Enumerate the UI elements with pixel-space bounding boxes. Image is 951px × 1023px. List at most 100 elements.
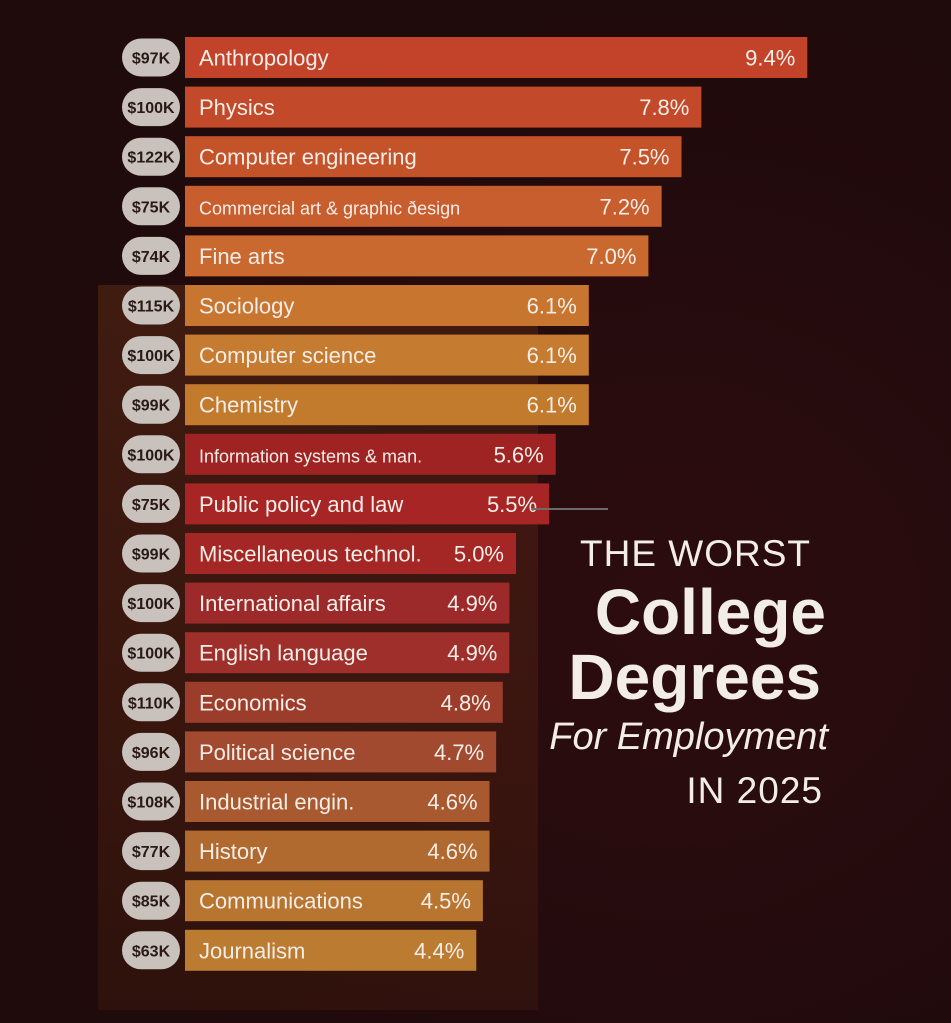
- salary-badge: [122, 832, 180, 871]
- value-label: 5.6%: [494, 442, 544, 467]
- bar: [185, 285, 589, 326]
- value-label: 4.8%: [441, 690, 491, 715]
- category-label: Computer science: [199, 343, 376, 368]
- salary-label: $100K: [127, 100, 175, 117]
- bar: [185, 929, 477, 971]
- salary-badge: [122, 732, 180, 771]
- value-label: 6.1%: [527, 343, 577, 368]
- category-label: Anthropology: [199, 46, 329, 71]
- salary-badge: [122, 385, 180, 424]
- category-label: Information systems & man.: [199, 446, 422, 466]
- salary-label: $100K: [127, 596, 175, 613]
- value-label: 4.4%: [414, 938, 464, 963]
- salary-badge: [122, 187, 180, 226]
- bar: [185, 235, 649, 277]
- salary-label: $108K: [127, 795, 175, 812]
- category-label: International affairs: [199, 591, 386, 616]
- salary-label: $122K: [127, 150, 175, 167]
- salary-badge: [122, 881, 180, 920]
- bar: [185, 880, 483, 922]
- salary-badge: [122, 683, 180, 722]
- bar: [185, 37, 808, 78]
- bar: [185, 632, 510, 674]
- bar: [185, 384, 589, 426]
- bar: [185, 136, 682, 178]
- bar: [185, 483, 550, 525]
- value-label: 7.0%: [586, 244, 636, 269]
- salary-label: $99K: [132, 398, 171, 415]
- salary-badge: [122, 236, 180, 275]
- category-label: Computer engineering: [199, 145, 417, 170]
- category-label: Industrial engin.: [199, 790, 354, 815]
- salary-label: $97K: [132, 51, 171, 68]
- title-line-1: THE WORST: [580, 533, 811, 574]
- bar: [185, 433, 556, 475]
- title-rule: [532, 508, 608, 510]
- bar: [185, 582, 510, 624]
- salary-label: $96K: [132, 745, 171, 762]
- category-label: Public policy and law: [199, 492, 403, 517]
- title-line-3: Degrees: [568, 641, 821, 713]
- bar: [185, 334, 589, 376]
- salary-label: $85K: [132, 894, 171, 911]
- category-label: Journalism: [199, 938, 305, 963]
- salary-badge: [122, 38, 180, 77]
- salary-label: $77K: [132, 844, 171, 861]
- salary-label: $75K: [132, 497, 171, 514]
- category-label: English language: [199, 641, 368, 666]
- value-label: 7.8%: [639, 95, 689, 120]
- value-label: 4.6%: [427, 790, 477, 815]
- value-label: 5.0%: [454, 542, 504, 567]
- salary-label: $75K: [132, 199, 171, 216]
- salary-label: $100K: [127, 348, 175, 365]
- bar: [185, 86, 702, 128]
- category-label: Miscellaneous technol.: [199, 542, 422, 567]
- salary-badge: [122, 484, 180, 523]
- salary-badge: [122, 633, 180, 672]
- salary-badge: [122, 336, 180, 375]
- salary-badge: [122, 88, 180, 127]
- category-label: Economics: [199, 690, 307, 715]
- value-label: 6.1%: [527, 393, 577, 418]
- salary-badge: [122, 286, 180, 325]
- bar: [185, 681, 503, 723]
- salary-badge: [122, 435, 180, 474]
- salary-badge: [122, 137, 180, 176]
- salary-badge: [122, 534, 180, 573]
- salary-label: $110K: [128, 695, 175, 712]
- title-line-5: IN 2025: [686, 770, 823, 811]
- title-line-2: College: [594, 576, 826, 648]
- title-line-4: For Employment: [549, 716, 828, 758]
- salary-label: $99K: [132, 547, 171, 564]
- value-label: 7.5%: [619, 145, 669, 170]
- category-label: Physics: [199, 95, 275, 120]
- category-label: Commercial art & graphic ðesign: [199, 198, 460, 218]
- bar: [185, 830, 490, 872]
- value-label: 7.2%: [599, 194, 649, 219]
- salary-label: $115K: [128, 299, 175, 316]
- bar: [185, 185, 662, 227]
- category-label: History: [199, 839, 267, 864]
- salary-label: $74K: [132, 249, 171, 266]
- category-label: Chemistry: [199, 393, 298, 418]
- bar: [185, 533, 516, 574]
- value-label: 4.9%: [447, 591, 497, 616]
- category-label: Fine arts: [199, 244, 285, 269]
- category-label: Communications: [199, 889, 363, 914]
- value-label: 4.5%: [421, 889, 471, 914]
- value-label: 4.9%: [447, 641, 497, 666]
- salary-badge: [122, 931, 180, 970]
- salary-badge: [122, 782, 180, 821]
- salary-badge: [122, 584, 180, 623]
- salary-label: $100K: [127, 447, 175, 464]
- value-label: 5.5%: [487, 492, 537, 517]
- value-label: 4.6%: [427, 839, 477, 864]
- salary-label: $100K: [127, 646, 175, 663]
- value-label: 6.1%: [527, 294, 577, 319]
- value-label: 4.7%: [434, 740, 484, 765]
- category-label: Political science: [199, 740, 356, 765]
- bar: [185, 731, 497, 773]
- bar: [185, 781, 490, 822]
- category-label: Sociology: [199, 294, 294, 319]
